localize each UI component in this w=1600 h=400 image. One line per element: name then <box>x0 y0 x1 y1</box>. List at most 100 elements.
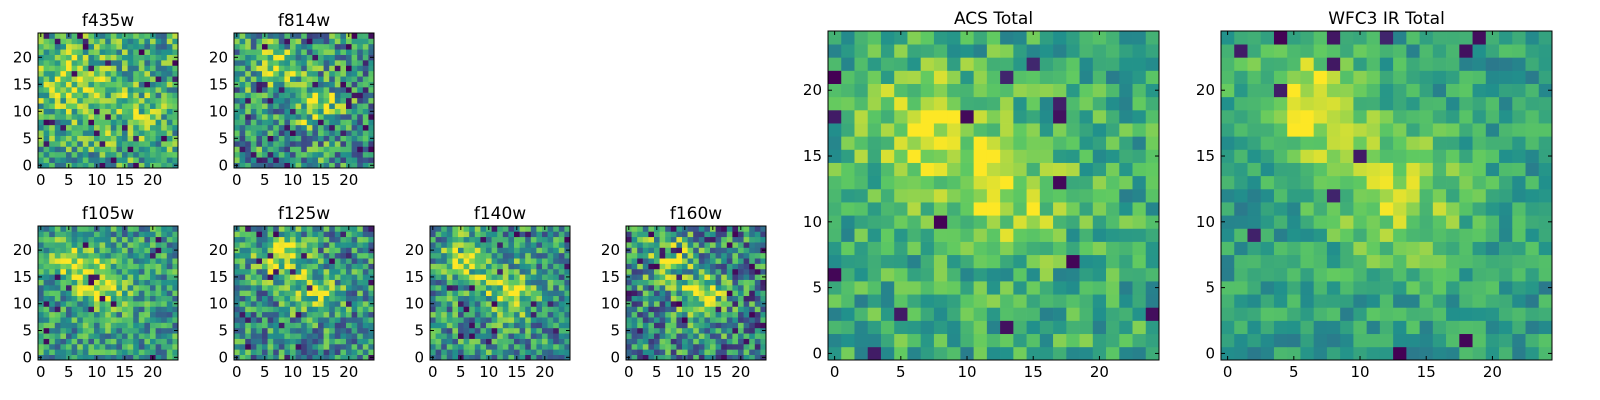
heatmap-cell <box>934 294 948 308</box>
heatmap-cell <box>974 255 988 269</box>
heatmap-cell <box>55 344 61 350</box>
heatmap-cell <box>632 242 638 248</box>
heatmap-cell <box>492 322 498 328</box>
heatmap-cell <box>290 92 296 98</box>
heatmap-cell <box>122 322 128 328</box>
heatmap-cell <box>368 269 374 275</box>
x-tick-label: 20 <box>143 363 162 381</box>
heatmap-cell <box>245 355 251 361</box>
heatmap-cell <box>150 49 156 55</box>
heatmap-cell <box>626 312 632 318</box>
heatmap-cell <box>514 231 520 237</box>
heatmap-cell <box>88 355 94 361</box>
heatmap-cell <box>907 307 921 321</box>
heatmap-cell <box>828 321 842 335</box>
heatmap-cell <box>699 269 705 275</box>
heatmap-cell <box>150 317 156 323</box>
heatmap-cell <box>156 322 162 328</box>
heatmap-cell <box>1119 242 1133 256</box>
heatmap-cell <box>245 65 251 71</box>
heatmap-cell <box>133 242 139 248</box>
heatmap-cell <box>464 258 470 264</box>
heatmap-cell <box>447 253 453 259</box>
heatmap-cell <box>318 44 324 50</box>
heatmap-cell <box>55 76 61 82</box>
heatmap-cell <box>744 317 750 323</box>
heatmap-cell <box>1027 163 1041 177</box>
heatmap-cell <box>60 60 66 66</box>
heatmap-cell <box>284 285 290 291</box>
heatmap-cell <box>161 103 167 109</box>
heatmap-cell <box>167 269 173 275</box>
heatmap-cell <box>340 247 346 253</box>
heatmap-cell <box>637 285 643 291</box>
heatmap-cell <box>987 189 1001 203</box>
heatmap-cell <box>88 38 94 44</box>
heatmap-cell <box>363 296 369 302</box>
x-tick-label: 0 <box>830 363 840 381</box>
heatmap-cell <box>55 226 61 232</box>
heatmap-cell <box>240 226 246 232</box>
heatmap-cell <box>1106 228 1120 242</box>
heatmap-cell <box>346 317 352 323</box>
heatmap-cell <box>732 349 738 355</box>
heatmap-cell <box>279 114 285 120</box>
heatmap-cell <box>346 130 352 136</box>
heatmap-cell <box>749 264 755 270</box>
heatmap-cell <box>637 296 643 302</box>
heatmap-cell <box>441 269 447 275</box>
heatmap-cell <box>854 97 868 111</box>
heatmap-cell <box>828 163 842 177</box>
heatmap-cell <box>66 339 72 345</box>
heatmap-cell <box>934 31 948 45</box>
heatmap-cell <box>553 274 559 280</box>
heatmap-cell <box>346 328 352 334</box>
heatmap-cell <box>525 231 531 237</box>
heatmap-cell <box>1446 347 1460 361</box>
heatmap-cell <box>256 141 262 147</box>
heatmap-cell <box>503 317 509 323</box>
heatmap-cell <box>352 349 358 355</box>
heatmap-cell <box>430 242 436 248</box>
heatmap-cell <box>279 237 285 243</box>
heatmap-cell <box>508 296 514 302</box>
heatmap-cell <box>144 76 150 82</box>
heatmap-cell <box>296 285 302 291</box>
heatmap-cell <box>469 328 475 334</box>
heatmap-cell <box>128 258 134 264</box>
heatmap-cell <box>38 339 44 345</box>
heatmap-cell <box>1221 163 1235 177</box>
heatmap-cell <box>251 125 257 131</box>
heatmap-cell <box>363 247 369 253</box>
heatmap-cell <box>1512 294 1526 308</box>
heatmap-cell <box>105 226 111 232</box>
heatmap-cell <box>934 268 948 282</box>
heatmap-cell <box>256 339 262 345</box>
heatmap-cell <box>55 119 61 125</box>
heatmap-cell <box>452 344 458 350</box>
heatmap-cell <box>1053 347 1067 361</box>
heatmap-cell <box>245 92 251 98</box>
heatmap-cell <box>671 349 677 355</box>
heatmap-cell <box>324 290 330 296</box>
heatmap-cell <box>116 306 122 312</box>
heatmap-cell <box>368 44 374 50</box>
heatmap-cell <box>492 258 498 264</box>
heatmap-cell <box>716 301 722 307</box>
heatmap-cell <box>854 176 868 190</box>
heatmap-cell <box>648 312 654 318</box>
heatmap-cell <box>960 176 974 190</box>
heatmap-cell <box>1234 215 1248 229</box>
heatmap-cell <box>1234 268 1248 282</box>
heatmap-cell <box>161 125 167 131</box>
heatmap-cell <box>721 306 727 312</box>
heatmap-cell <box>105 152 111 158</box>
heatmap-cell <box>469 237 475 243</box>
heatmap-cell <box>335 247 341 253</box>
heatmap-cell <box>245 49 251 55</box>
heatmap-cell <box>665 322 671 328</box>
heatmap-cell <box>133 285 139 291</box>
heatmap-cell <box>240 253 246 259</box>
heatmap-cell <box>452 328 458 334</box>
heatmap-cell <box>83 280 89 286</box>
